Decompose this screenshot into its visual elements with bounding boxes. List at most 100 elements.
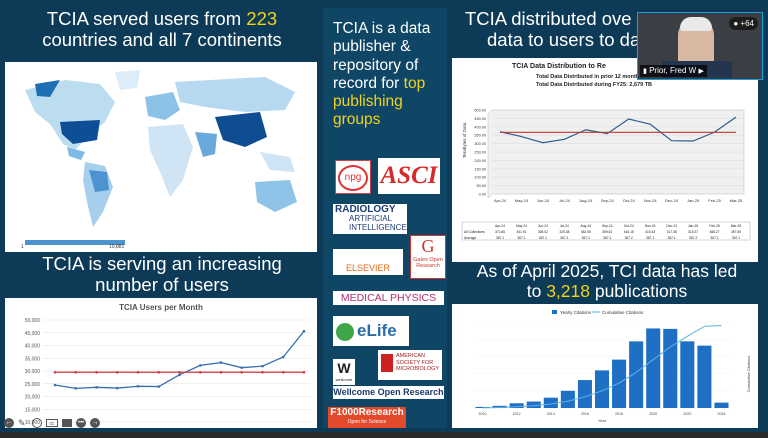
x-tick-label: Nov-24	[644, 198, 658, 203]
x-tick-label: Aug-24	[579, 198, 593, 203]
average-point	[240, 370, 244, 374]
mic-icon: ▮	[643, 68, 647, 75]
y-tick-label: 40,000	[25, 344, 41, 350]
table-cell: 367.1	[710, 236, 718, 240]
average-point	[74, 370, 78, 374]
table-cell: 315.37	[688, 230, 698, 234]
zoom-icon[interactable]	[32, 418, 42, 428]
yearly-bar	[612, 359, 627, 408]
average-point	[178, 370, 181, 374]
yearly-bar	[492, 405, 507, 408]
x-tick-label: 2016	[581, 412, 589, 416]
x-tick-label: 2022	[683, 412, 691, 416]
world-map-graphic: 1 10,881	[5, 62, 317, 252]
yearly-bar	[594, 370, 610, 408]
chart-title: TCIA Users per Month	[119, 303, 203, 312]
next-slide-icon[interactable]: →	[90, 418, 100, 428]
users-point	[302, 329, 306, 333]
legend-label: Yearly Citations	[560, 310, 592, 315]
y-tick-label: 50.00	[476, 184, 486, 188]
x-tick-label: Sep-24	[601, 198, 615, 203]
participants-count-badge[interactable]: ● +64	[729, 17, 758, 30]
y-tick-label: 150.00	[474, 167, 486, 171]
table-header: Feb-25	[709, 224, 720, 228]
table-header: Aug-24	[580, 224, 591, 228]
x-tick-label: Jan-25	[687, 198, 700, 203]
publisher-statement: TCIA is a data publisher & repository of…	[333, 20, 431, 129]
average-point	[261, 370, 264, 374]
f1000research-logo: F1000Research Open for Science	[328, 407, 406, 428]
table-cell: 382.55	[581, 230, 591, 234]
x-tick-label: Mar-25	[730, 198, 743, 203]
wellcome-open-research-logo: Wellcome Open Research	[333, 386, 444, 399]
yearly-bar	[526, 401, 541, 408]
x-tick-label: 2024	[717, 412, 725, 416]
yearly-bar	[629, 341, 644, 408]
camera-icon[interactable]	[62, 419, 72, 427]
table-header: May-24	[516, 224, 527, 228]
yearly-bar	[697, 345, 712, 408]
y-axis-label: Terabytes of Data	[462, 122, 467, 158]
yearly-bar	[543, 397, 558, 408]
people-icon: ●	[733, 19, 739, 28]
users-point	[219, 361, 223, 364]
users-point	[115, 386, 119, 390]
table-cell: 367.1	[517, 236, 525, 240]
table-cell: 359.61	[602, 230, 612, 234]
users-per-month-chart: TCIA Users per Month10,00015,00020,00025…	[25, 303, 310, 426]
table-cell: 305.02	[538, 230, 548, 234]
y-tick-label: 100.00	[474, 176, 486, 180]
users-point	[178, 373, 181, 377]
participant-video-tile[interactable]: ● +64 ▮ Prior, Fred W ▶	[637, 12, 763, 80]
video-icon: ▶	[698, 68, 704, 75]
users-point	[95, 386, 98, 389]
distribution-panel-title: TCIA distributed ove data to users to da	[465, 8, 641, 50]
table-header: Apr-24	[495, 224, 505, 228]
plot-area	[487, 109, 745, 199]
table-cell: 368.27	[709, 230, 719, 234]
table-header: Nov-24	[645, 224, 656, 228]
y-tick-label: 25,000	[25, 382, 41, 388]
y-tick-label: 45,000	[25, 331, 41, 337]
yearly-bar	[680, 341, 695, 408]
more-icon[interactable]: •••	[76, 418, 86, 428]
pen-icon[interactable]: ✎	[18, 418, 26, 428]
table-header: Dec-24	[666, 224, 677, 228]
x-tick-label: Apr-24	[494, 198, 507, 203]
table-cell: 446.15	[624, 230, 634, 234]
x-tick-label: Dec-24	[665, 198, 679, 203]
x-tick-label: 2020	[649, 412, 657, 416]
table-cell: 367.1	[668, 236, 676, 240]
legend-swatch	[552, 310, 557, 314]
y-tick-label: 200.00	[474, 159, 486, 163]
cumulative-line	[482, 325, 722, 409]
x-axis-label: Year	[598, 418, 607, 423]
table-cell: Average	[464, 236, 476, 240]
users-point	[281, 355, 285, 359]
npg-logo: npg	[335, 160, 371, 194]
medical-physics-logo: MEDICAL PHYSICS	[333, 291, 444, 305]
x-tick-label: 2010	[479, 412, 487, 416]
y-tick-label: 0.00	[479, 193, 486, 197]
x-tick-label: Jul-24	[559, 198, 571, 203]
x-tick-label: 2018	[615, 412, 623, 416]
previous-slide-icon[interactable]: ←	[4, 418, 14, 428]
y-tick-label: 500.00	[474, 109, 486, 113]
users-point	[53, 383, 57, 387]
average-point	[302, 370, 306, 374]
yearly-bar	[509, 403, 524, 408]
table-header: Jun-24	[538, 224, 548, 228]
asm-icon	[381, 354, 393, 372]
wellcome-logo: W wellcome	[333, 359, 355, 385]
asci-logo: ASCI	[378, 158, 440, 194]
users-point	[240, 366, 244, 369]
captions-icon[interactable]: cc	[46, 419, 58, 427]
y-tick-label: 15,000	[25, 407, 41, 413]
table-cell: 367.1	[646, 236, 654, 240]
chart-subtitle: Total Data Distributed in prior 12 month…	[536, 74, 662, 80]
average-point	[136, 370, 140, 374]
distribution-chart-box: TCIA Data Distribution to Re Total Data D…	[452, 58, 758, 262]
x-tick-label: 2012	[513, 412, 521, 416]
table-cell: All Collections	[464, 230, 485, 234]
